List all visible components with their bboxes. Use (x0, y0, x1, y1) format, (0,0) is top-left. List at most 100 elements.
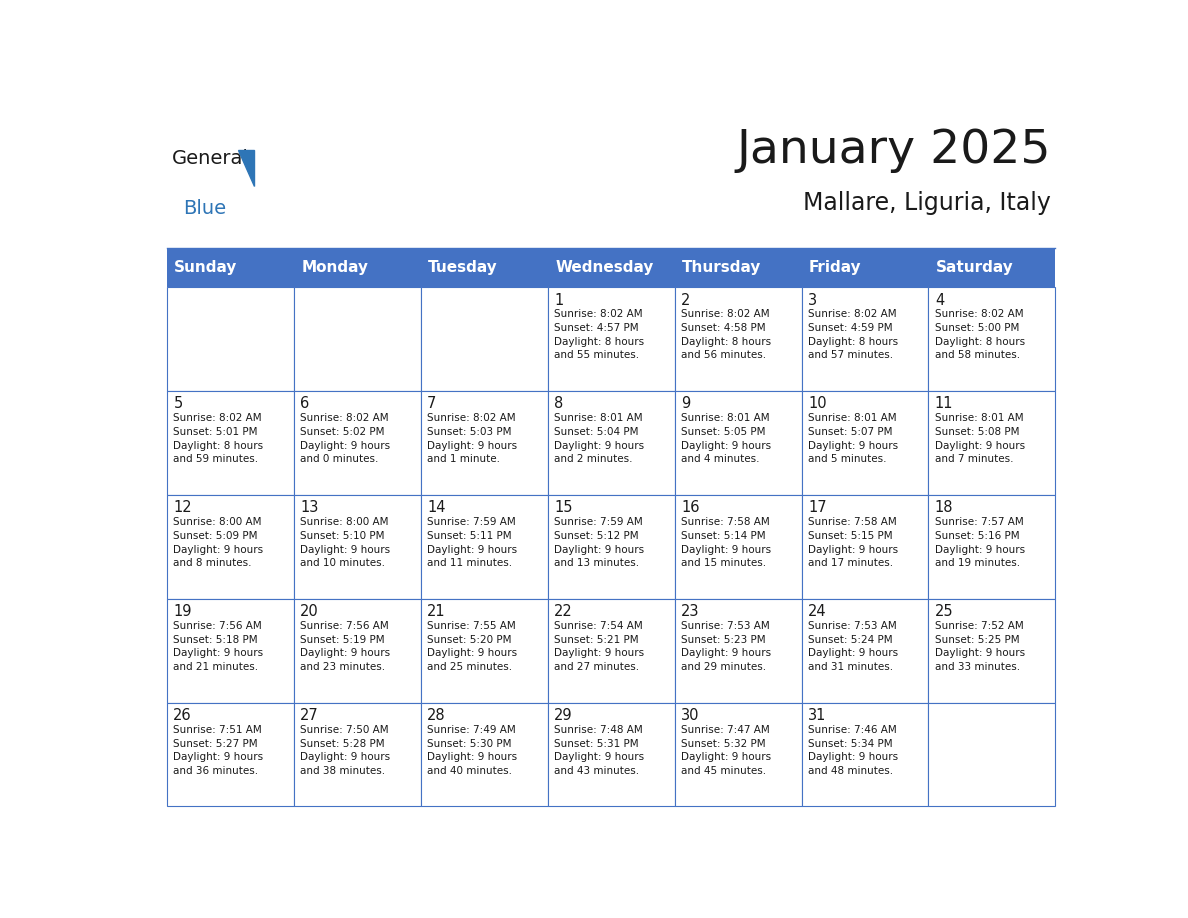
Text: 25: 25 (935, 604, 954, 620)
Text: Mallare, Liguria, Italy: Mallare, Liguria, Italy (803, 192, 1051, 216)
FancyBboxPatch shape (675, 702, 802, 806)
Text: Sunrise: 8:00 AM
Sunset: 5:09 PM
Daylight: 9 hours
and 8 minutes.: Sunrise: 8:00 AM Sunset: 5:09 PM Dayligh… (173, 518, 264, 568)
Text: 20: 20 (301, 604, 320, 620)
Text: 28: 28 (428, 708, 446, 723)
Text: Sunrise: 7:55 AM
Sunset: 5:20 PM
Daylight: 9 hours
and 25 minutes.: Sunrise: 7:55 AM Sunset: 5:20 PM Dayligh… (428, 621, 517, 672)
Text: Sunrise: 7:48 AM
Sunset: 5:31 PM
Daylight: 9 hours
and 43 minutes.: Sunrise: 7:48 AM Sunset: 5:31 PM Dayligh… (554, 725, 644, 776)
Text: Tuesday: Tuesday (428, 260, 498, 274)
FancyBboxPatch shape (166, 495, 293, 599)
Polygon shape (238, 151, 254, 185)
Text: Sunrise: 8:01 AM
Sunset: 5:05 PM
Daylight: 9 hours
and 4 minutes.: Sunrise: 8:01 AM Sunset: 5:05 PM Dayligh… (681, 413, 771, 465)
Text: 13: 13 (301, 500, 318, 515)
FancyBboxPatch shape (675, 599, 802, 702)
Text: Sunrise: 8:02 AM
Sunset: 4:57 PM
Daylight: 8 hours
and 55 minutes.: Sunrise: 8:02 AM Sunset: 4:57 PM Dayligh… (554, 309, 644, 360)
FancyBboxPatch shape (166, 702, 293, 806)
Text: General: General (171, 149, 248, 168)
FancyBboxPatch shape (802, 702, 929, 806)
Text: Sunrise: 8:01 AM
Sunset: 5:07 PM
Daylight: 9 hours
and 5 minutes.: Sunrise: 8:01 AM Sunset: 5:07 PM Dayligh… (808, 413, 898, 465)
Text: Sunrise: 7:49 AM
Sunset: 5:30 PM
Daylight: 9 hours
and 40 minutes.: Sunrise: 7:49 AM Sunset: 5:30 PM Dayligh… (428, 725, 517, 776)
Text: 16: 16 (681, 500, 700, 515)
Text: Sunrise: 7:47 AM
Sunset: 5:32 PM
Daylight: 9 hours
and 45 minutes.: Sunrise: 7:47 AM Sunset: 5:32 PM Dayligh… (681, 725, 771, 776)
FancyBboxPatch shape (293, 391, 421, 495)
Text: 19: 19 (173, 604, 191, 620)
FancyBboxPatch shape (166, 248, 1055, 286)
Text: Sunrise: 8:02 AM
Sunset: 5:00 PM
Daylight: 8 hours
and 58 minutes.: Sunrise: 8:02 AM Sunset: 5:00 PM Dayligh… (935, 309, 1025, 360)
FancyBboxPatch shape (293, 599, 421, 702)
FancyBboxPatch shape (293, 495, 421, 599)
FancyBboxPatch shape (548, 702, 675, 806)
Text: Sunrise: 7:53 AM
Sunset: 5:23 PM
Daylight: 9 hours
and 29 minutes.: Sunrise: 7:53 AM Sunset: 5:23 PM Dayligh… (681, 621, 771, 672)
Text: 12: 12 (173, 500, 192, 515)
Text: Sunrise: 8:01 AM
Sunset: 5:04 PM
Daylight: 9 hours
and 2 minutes.: Sunrise: 8:01 AM Sunset: 5:04 PM Dayligh… (554, 413, 644, 465)
Text: Saturday: Saturday (936, 260, 1013, 274)
Text: Sunrise: 7:52 AM
Sunset: 5:25 PM
Daylight: 9 hours
and 33 minutes.: Sunrise: 7:52 AM Sunset: 5:25 PM Dayligh… (935, 621, 1025, 672)
FancyBboxPatch shape (421, 286, 548, 391)
FancyBboxPatch shape (802, 286, 929, 391)
FancyBboxPatch shape (675, 495, 802, 599)
Text: 15: 15 (554, 500, 573, 515)
Text: 18: 18 (935, 500, 954, 515)
FancyBboxPatch shape (421, 391, 548, 495)
Text: 14: 14 (428, 500, 446, 515)
Text: 24: 24 (808, 604, 827, 620)
FancyBboxPatch shape (929, 286, 1055, 391)
Text: 2: 2 (681, 293, 690, 308)
FancyBboxPatch shape (548, 495, 675, 599)
Text: Sunrise: 7:50 AM
Sunset: 5:28 PM
Daylight: 9 hours
and 38 minutes.: Sunrise: 7:50 AM Sunset: 5:28 PM Dayligh… (301, 725, 391, 776)
Text: Wednesday: Wednesday (555, 260, 653, 274)
Text: Sunrise: 7:53 AM
Sunset: 5:24 PM
Daylight: 9 hours
and 31 minutes.: Sunrise: 7:53 AM Sunset: 5:24 PM Dayligh… (808, 621, 898, 672)
FancyBboxPatch shape (675, 286, 802, 391)
Text: 21: 21 (428, 604, 446, 620)
Text: 8: 8 (554, 397, 563, 411)
FancyBboxPatch shape (929, 495, 1055, 599)
Text: Sunrise: 7:59 AM
Sunset: 5:12 PM
Daylight: 9 hours
and 13 minutes.: Sunrise: 7:59 AM Sunset: 5:12 PM Dayligh… (554, 518, 644, 568)
FancyBboxPatch shape (421, 599, 548, 702)
FancyBboxPatch shape (421, 702, 548, 806)
FancyBboxPatch shape (421, 495, 548, 599)
FancyBboxPatch shape (293, 286, 421, 391)
Text: Sunday: Sunday (175, 260, 238, 274)
Text: Sunrise: 7:58 AM
Sunset: 5:14 PM
Daylight: 9 hours
and 15 minutes.: Sunrise: 7:58 AM Sunset: 5:14 PM Dayligh… (681, 518, 771, 568)
Text: Sunrise: 7:58 AM
Sunset: 5:15 PM
Daylight: 9 hours
and 17 minutes.: Sunrise: 7:58 AM Sunset: 5:15 PM Dayligh… (808, 518, 898, 568)
FancyBboxPatch shape (548, 391, 675, 495)
Text: Sunrise: 8:02 AM
Sunset: 4:58 PM
Daylight: 8 hours
and 56 minutes.: Sunrise: 8:02 AM Sunset: 4:58 PM Dayligh… (681, 309, 771, 360)
Text: 27: 27 (301, 708, 320, 723)
FancyBboxPatch shape (802, 495, 929, 599)
Text: Sunrise: 7:56 AM
Sunset: 5:18 PM
Daylight: 9 hours
and 21 minutes.: Sunrise: 7:56 AM Sunset: 5:18 PM Dayligh… (173, 621, 264, 672)
FancyBboxPatch shape (166, 286, 293, 391)
Text: Sunrise: 7:57 AM
Sunset: 5:16 PM
Daylight: 9 hours
and 19 minutes.: Sunrise: 7:57 AM Sunset: 5:16 PM Dayligh… (935, 518, 1025, 568)
Text: Sunrise: 7:51 AM
Sunset: 5:27 PM
Daylight: 9 hours
and 36 minutes.: Sunrise: 7:51 AM Sunset: 5:27 PM Dayligh… (173, 725, 264, 776)
Text: Sunrise: 8:02 AM
Sunset: 5:01 PM
Daylight: 8 hours
and 59 minutes.: Sunrise: 8:02 AM Sunset: 5:01 PM Dayligh… (173, 413, 264, 465)
Text: 26: 26 (173, 708, 192, 723)
Text: Sunrise: 8:02 AM
Sunset: 4:59 PM
Daylight: 8 hours
and 57 minutes.: Sunrise: 8:02 AM Sunset: 4:59 PM Dayligh… (808, 309, 898, 360)
Text: Blue: Blue (183, 198, 227, 218)
FancyBboxPatch shape (293, 702, 421, 806)
FancyBboxPatch shape (166, 391, 293, 495)
FancyBboxPatch shape (675, 391, 802, 495)
FancyBboxPatch shape (929, 391, 1055, 495)
Text: 22: 22 (554, 604, 573, 620)
Text: 6: 6 (301, 397, 310, 411)
Text: 29: 29 (554, 708, 573, 723)
Text: Sunrise: 7:56 AM
Sunset: 5:19 PM
Daylight: 9 hours
and 23 minutes.: Sunrise: 7:56 AM Sunset: 5:19 PM Dayligh… (301, 621, 391, 672)
FancyBboxPatch shape (929, 702, 1055, 806)
Text: 30: 30 (681, 708, 700, 723)
FancyBboxPatch shape (548, 599, 675, 702)
Text: Sunrise: 8:01 AM
Sunset: 5:08 PM
Daylight: 9 hours
and 7 minutes.: Sunrise: 8:01 AM Sunset: 5:08 PM Dayligh… (935, 413, 1025, 465)
Text: Sunrise: 7:54 AM
Sunset: 5:21 PM
Daylight: 9 hours
and 27 minutes.: Sunrise: 7:54 AM Sunset: 5:21 PM Dayligh… (554, 621, 644, 672)
Text: 10: 10 (808, 397, 827, 411)
FancyBboxPatch shape (802, 391, 929, 495)
Text: Sunrise: 8:02 AM
Sunset: 5:02 PM
Daylight: 9 hours
and 0 minutes.: Sunrise: 8:02 AM Sunset: 5:02 PM Dayligh… (301, 413, 391, 465)
FancyBboxPatch shape (548, 286, 675, 391)
Text: 3: 3 (808, 293, 817, 308)
Text: Sunrise: 8:00 AM
Sunset: 5:10 PM
Daylight: 9 hours
and 10 minutes.: Sunrise: 8:00 AM Sunset: 5:10 PM Dayligh… (301, 518, 391, 568)
Text: 31: 31 (808, 708, 827, 723)
Text: 9: 9 (681, 397, 690, 411)
Text: 4: 4 (935, 293, 944, 308)
Text: 23: 23 (681, 604, 700, 620)
FancyBboxPatch shape (802, 599, 929, 702)
Text: 1: 1 (554, 293, 563, 308)
Text: Friday: Friday (809, 260, 861, 274)
Text: Sunrise: 7:46 AM
Sunset: 5:34 PM
Daylight: 9 hours
and 48 minutes.: Sunrise: 7:46 AM Sunset: 5:34 PM Dayligh… (808, 725, 898, 776)
Text: Monday: Monday (302, 260, 368, 274)
